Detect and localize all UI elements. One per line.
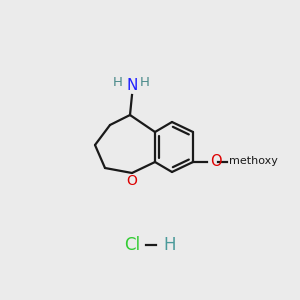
Text: methoxy: methoxy bbox=[229, 156, 278, 166]
Text: Cl: Cl bbox=[124, 236, 140, 254]
Text: H: H bbox=[113, 76, 123, 88]
Text: H: H bbox=[163, 236, 175, 254]
Text: N: N bbox=[126, 77, 138, 92]
Text: H: H bbox=[140, 76, 150, 88]
Text: O: O bbox=[127, 174, 137, 188]
Text: O: O bbox=[210, 154, 222, 169]
